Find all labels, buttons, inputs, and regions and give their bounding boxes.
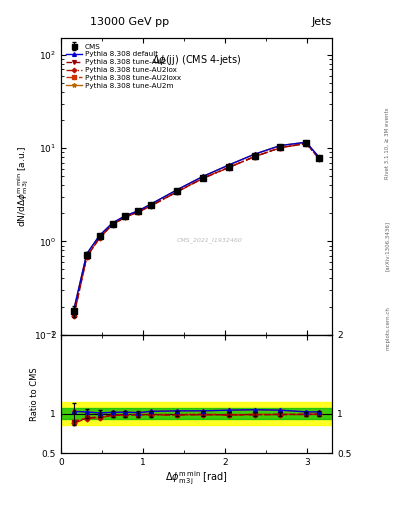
Line: Pythia 8.308 tune-AU2loxx: Pythia 8.308 tune-AU2loxx xyxy=(72,142,321,317)
Pythia 8.308 default xyxy=(149,201,154,207)
Pythia 8.308 tune-AU2loxx xyxy=(226,164,231,170)
X-axis label: $\Delta\phi^{\rm m\,min}_{\rm m\,3j}$ [rad]: $\Delta\phi^{\rm m\,min}_{\rm m\,3j}$ [r… xyxy=(165,470,228,487)
Y-axis label: Ratio to CMS: Ratio to CMS xyxy=(30,367,39,421)
Pythia 8.308 tune-AU2lox xyxy=(136,209,141,215)
Pythia 8.308 tune-AU2lox xyxy=(252,154,257,160)
Pythia 8.308 tune-AU2lox xyxy=(84,254,89,261)
Pythia 8.308 tune-AU2 xyxy=(278,144,283,151)
Pythia 8.308 default xyxy=(72,307,76,313)
Pythia 8.308 tune-AU2 xyxy=(149,202,154,208)
Text: $\Delta\phi$(jj) (CMS 4-jets): $\Delta\phi$(jj) (CMS 4-jets) xyxy=(152,53,241,67)
Pythia 8.308 tune-AU2lox xyxy=(226,164,231,170)
Text: Jets: Jets xyxy=(312,16,332,27)
Pythia 8.308 tune-AU2m xyxy=(84,251,89,257)
Pythia 8.308 tune-AU2lox xyxy=(97,235,102,241)
Pythia 8.308 tune-AU2 xyxy=(97,234,102,241)
Line: Pythia 8.308 tune-AU2: Pythia 8.308 tune-AU2 xyxy=(72,141,321,317)
Pythia 8.308 tune-AU2loxx xyxy=(317,155,321,161)
Pythia 8.308 tune-AU2 xyxy=(252,154,257,160)
Pythia 8.308 tune-AU2lox xyxy=(278,145,283,151)
Pythia 8.308 tune-AU2loxx xyxy=(149,202,154,208)
Pythia 8.308 tune-AU2 xyxy=(226,164,231,170)
Pythia 8.308 default xyxy=(200,174,205,180)
Text: 13000 GeV pp: 13000 GeV pp xyxy=(90,16,169,27)
Pythia 8.308 default xyxy=(278,142,283,148)
Pythia 8.308 tune-AU2m xyxy=(174,187,179,193)
Pythia 8.308 tune-AU2 xyxy=(304,140,309,146)
Pythia 8.308 tune-AU2m xyxy=(136,208,141,214)
Legend: CMS, Pythia 8.308 default, Pythia 8.308 tune-AU2, Pythia 8.308 tune-AU2lox, Pyth: CMS, Pythia 8.308 default, Pythia 8.308 … xyxy=(64,42,182,90)
Pythia 8.308 tune-AU2m xyxy=(97,232,102,239)
Pythia 8.308 tune-AU2m xyxy=(317,154,321,160)
Text: mcplots.cern.ch: mcplots.cern.ch xyxy=(385,306,390,350)
Line: Pythia 8.308 tune-AU2m: Pythia 8.308 tune-AU2m xyxy=(72,140,321,312)
Pythia 8.308 default xyxy=(97,232,102,239)
Pythia 8.308 tune-AU2loxx xyxy=(136,209,141,215)
Pythia 8.308 tune-AU2loxx xyxy=(84,253,89,260)
Pythia 8.308 tune-AU2lox xyxy=(304,140,309,146)
Pythia 8.308 default xyxy=(317,154,321,160)
Pythia 8.308 default xyxy=(110,220,115,226)
Pythia 8.308 tune-AU2 xyxy=(200,175,205,181)
Pythia 8.308 default xyxy=(84,251,89,257)
Pythia 8.308 tune-AU2m xyxy=(200,174,205,180)
Pythia 8.308 tune-AU2 xyxy=(317,155,321,161)
Pythia 8.308 tune-AU2lox xyxy=(174,189,179,195)
Line: Pythia 8.308 default: Pythia 8.308 default xyxy=(72,140,321,312)
Pythia 8.308 tune-AU2loxx xyxy=(304,140,309,146)
Pythia 8.308 tune-AU2m xyxy=(123,212,128,219)
Pythia 8.308 tune-AU2loxx xyxy=(174,188,179,195)
Pythia 8.308 tune-AU2m xyxy=(149,201,154,207)
Pythia 8.308 tune-AU2m xyxy=(72,307,76,313)
Text: Rivet 3.1.10, ≥ 3M events: Rivet 3.1.10, ≥ 3M events xyxy=(385,108,390,179)
Pythia 8.308 default xyxy=(123,212,128,219)
Pythia 8.308 tune-AU2m xyxy=(278,142,283,148)
Text: [arXiv:1306.3436]: [arXiv:1306.3436] xyxy=(385,221,390,271)
Pythia 8.308 tune-AU2 xyxy=(136,209,141,215)
Pythia 8.308 tune-AU2loxx xyxy=(278,144,283,151)
Text: CMS_2021_I1932460: CMS_2021_I1932460 xyxy=(177,237,243,243)
Pythia 8.308 tune-AU2lox xyxy=(123,214,128,220)
Y-axis label: dN/d$\Delta\phi^{\rm m\,min}_{\rm m\,3j}$ [a.u.]: dN/d$\Delta\phi^{\rm m\,min}_{\rm m\,3j}… xyxy=(15,146,31,227)
Pythia 8.308 default xyxy=(226,162,231,168)
Pythia 8.308 default xyxy=(252,151,257,157)
Pythia 8.308 tune-AU2m xyxy=(226,162,231,168)
Pythia 8.308 tune-AU2 xyxy=(72,312,76,318)
Pythia 8.308 tune-AU2 xyxy=(84,254,89,260)
Pythia 8.308 default xyxy=(136,208,141,214)
Pythia 8.308 tune-AU2 xyxy=(174,189,179,195)
Pythia 8.308 tune-AU2loxx xyxy=(110,221,115,227)
Pythia 8.308 tune-AU2 xyxy=(110,221,115,227)
Pythia 8.308 tune-AU2m xyxy=(110,220,115,226)
Pythia 8.308 tune-AU2 xyxy=(123,214,128,220)
Pythia 8.308 tune-AU2m xyxy=(304,139,309,145)
Pythia 8.308 default xyxy=(174,187,179,193)
Pythia 8.308 tune-AU2lox xyxy=(72,313,76,319)
Pythia 8.308 tune-AU2loxx xyxy=(200,175,205,181)
Pythia 8.308 tune-AU2loxx xyxy=(72,312,76,318)
Pythia 8.308 default xyxy=(304,139,309,145)
Pythia 8.308 tune-AU2lox xyxy=(110,222,115,228)
Pythia 8.308 tune-AU2loxx xyxy=(123,214,128,220)
Pythia 8.308 tune-AU2lox xyxy=(317,156,321,162)
Pythia 8.308 tune-AU2m xyxy=(252,151,257,157)
Pythia 8.308 tune-AU2loxx xyxy=(97,234,102,241)
Pythia 8.308 tune-AU2lox xyxy=(149,203,154,209)
Pythia 8.308 tune-AU2loxx xyxy=(252,154,257,160)
Pythia 8.308 tune-AU2lox xyxy=(200,175,205,181)
Line: Pythia 8.308 tune-AU2lox: Pythia 8.308 tune-AU2lox xyxy=(72,142,321,318)
